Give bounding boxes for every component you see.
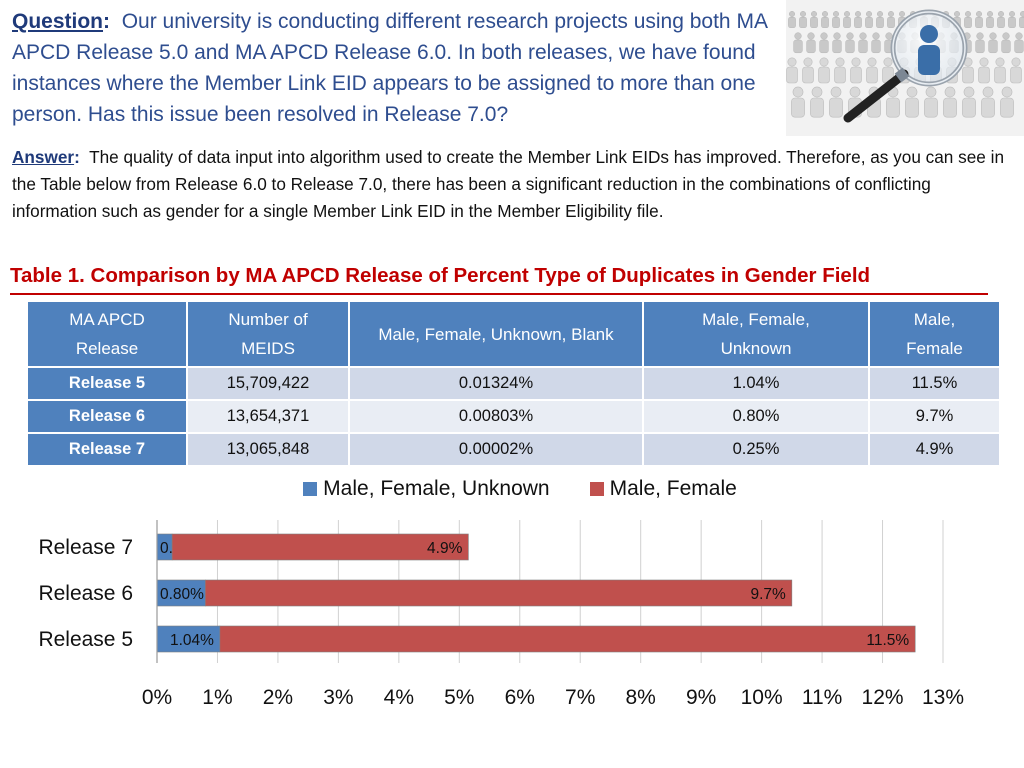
data-label: 11.5% [866, 632, 909, 649]
category-label: Release 6 [38, 582, 133, 605]
header-mfub: Male, Female, Unknown, Blank [348, 300, 644, 368]
legend-item: Male, Female [589, 476, 737, 502]
stacked-bar-chart: 0% 1% 2% 3% 4% 5% 6% 7% 8% 9% 10% 11% 12% 13% Release … [38, 520, 964, 709]
bar-segment-mf [171, 533, 469, 561]
x-tick-label: 8% [626, 686, 656, 709]
data-label: 0.80% [160, 586, 204, 603]
x-tick-label: 10% [741, 686, 783, 709]
cell-release: Release 5 [26, 366, 188, 401]
x-tick-label: 5% [444, 686, 474, 709]
header-mf: Male, Female [868, 300, 1001, 368]
x-tick-label: 0% [142, 686, 172, 709]
data-label: 1.04% [170, 632, 214, 649]
bar-segment-mf [219, 625, 916, 653]
cell-mfu: 0.80% [642, 399, 870, 434]
chart-legend: Male, Female, Unknown Male, Female [0, 476, 1024, 502]
answer-colon: : [74, 147, 80, 167]
header-meids: Number of MEIDS [186, 300, 350, 368]
cell-mf: 9.7% [868, 399, 1001, 434]
x-tick-label: 3% [323, 686, 353, 709]
cell-mfub: 0.00803% [348, 399, 644, 434]
legend-item: Male, Female, Unknown [303, 476, 550, 502]
legend-label: Male, Female [609, 477, 737, 500]
x-tick-label: 9% [686, 686, 716, 709]
cell-mfub: 0.01324% [348, 366, 644, 401]
cell-mf: 11.5% [868, 366, 1001, 401]
magnifier-over-crowd-icon [786, 0, 1024, 136]
answer-paragraph: Answer: The quality of data input into a… [12, 144, 1017, 225]
bar-segment-mfu [156, 625, 221, 653]
question-text: Our university is conducting different r… [12, 10, 767, 126]
x-tick-label: 6% [505, 686, 535, 709]
cell-release: Release 7 [26, 432, 188, 467]
table-row: Release 6 13,654,371 0.00803% 0.80% 9.7% [26, 399, 1001, 434]
cell-meids: 13,654,371 [186, 399, 350, 434]
bar-segment-mfu [156, 579, 206, 607]
x-tick-label: 1% [202, 686, 232, 709]
category-label: Release 7 [38, 536, 133, 559]
answer-text: The quality of data input into algorithm… [12, 147, 1005, 221]
legend-swatch [303, 482, 318, 496]
x-tick-label: 4% [384, 686, 414, 709]
legend-label: Male, Female, Unknown [323, 477, 550, 500]
category-label: Release 5 [38, 628, 133, 651]
x-tick-label: 2% [263, 686, 293, 709]
table-title: Table 1. Comparison by MA APCD Release o… [10, 264, 871, 287]
legend-swatch [589, 482, 604, 496]
cell-meids: 15,709,422 [186, 366, 350, 401]
question-colon: : [103, 10, 111, 33]
cell-meids: 13,065,848 [186, 432, 350, 467]
bar-segment-mf [205, 579, 793, 607]
cell-mf: 4.9% [868, 432, 1001, 467]
x-tick-label: 11% [802, 686, 842, 709]
cell-mfub: 0.00002% [348, 432, 644, 467]
table-header-row: MA APCD Release Number of MEIDS Male, Fe… [26, 300, 1001, 368]
table-row: Release 7 13,065,848 0.00002% 0.25% 4.9% [26, 432, 1001, 467]
title-underline [10, 293, 988, 295]
header-mfu: Male, Female, Unknown [642, 300, 870, 368]
x-tick-label: 12% [862, 686, 904, 709]
duplicates-table: MA APCD Release Number of MEIDS Male, Fe… [26, 300, 1001, 467]
table-row: Release 5 15,709,422 0.01324% 1.04% 11.5… [26, 366, 1001, 401]
question-label: Question [12, 10, 104, 33]
answer-label: Answer [12, 147, 75, 167]
x-tick-label: 13% [922, 686, 964, 709]
cell-release: Release 6 [26, 399, 188, 434]
cell-mfu: 0.25% [642, 432, 870, 467]
x-tick-label: 7% [565, 686, 595, 709]
question-paragraph: Question: Our university is conducting d… [12, 6, 782, 130]
data-label: 4.9% [427, 540, 463, 557]
data-label: 9.7% [751, 586, 787, 603]
cell-mfu: 1.04% [642, 366, 870, 401]
header-release: MA APCD Release [26, 300, 188, 368]
